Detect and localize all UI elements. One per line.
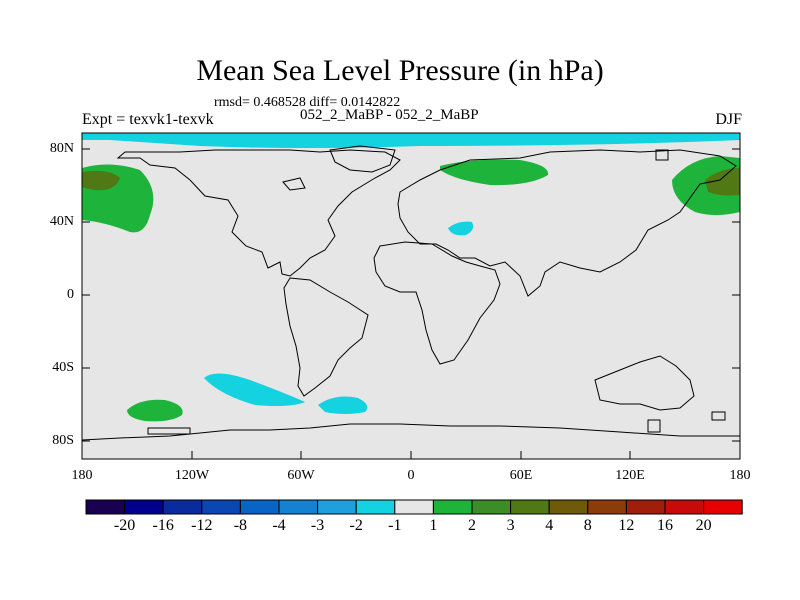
coastline-south-america [283,277,369,397]
colorbar-swatch [201,499,241,515]
colorbar-swatch [548,499,589,515]
anomaly-regions [82,133,740,422]
negative-region-southatlantic [318,396,368,414]
colorbar-label: -4 [272,517,286,534]
coastline-australia [594,355,695,411]
colorbar-label: -12 [191,517,213,534]
colorbar-swatch [278,499,319,515]
coastline-north-america [116,149,401,277]
colorbar-swatch [355,499,396,515]
x-tick-label: 180 [71,468,93,483]
colorbar-label: 20 [695,517,712,534]
colorbar-label: -20 [113,517,136,534]
page-title: Mean Sea Level Pressure (in hPa) [196,54,604,87]
colorbar-swatch [510,499,550,515]
strong-region-alaska [82,170,120,191]
colorbar-swatch [471,499,512,515]
colorbar-label: 12 [618,517,635,534]
y-tick-label: 80N [49,141,74,156]
colorbar-label: -1 [388,517,402,534]
colorbar-label: 4 [545,517,554,534]
colorbar-swatch [625,499,666,515]
map-background [82,133,740,459]
colorbar-label: 8 [583,517,592,534]
colorbar-swatch [587,499,627,515]
colorbar-swatch [162,499,203,515]
season-label: DJF [715,111,742,128]
colorbar-label: 3 [506,517,515,534]
coastline-eurasia [397,149,737,297]
colorbar-swatch [124,499,164,515]
x-tick-label: 0 [407,468,415,483]
x-tick-label: 60W [287,468,315,483]
y-tick-label: 80S [52,433,74,448]
colorbar [85,499,743,515]
x-tick-label: 120E [615,468,645,483]
x-tick-label: 180 [729,468,751,483]
y-tick-label: 40N [49,214,74,229]
x-tick-label: 60E [509,468,533,483]
colorbar-label: -2 [349,517,363,534]
experiment-subtitle: 052_2_MaBP - 052_2_MaBP [300,107,479,123]
colorbar-swatch [703,499,743,515]
negative-region-southpacific [204,373,305,406]
colorbar-label: 1 [429,517,438,534]
expt-label: Expt = texvk1-texvk [82,111,214,128]
y-tick-label: 40S [52,360,74,375]
coastline-islands [147,149,726,435]
colorbar-label: -8 [233,517,248,534]
coastline-greenland [329,145,396,173]
positive-region-siberia [440,159,549,186]
coastlines [81,145,741,460]
strong-region-nepacific [705,168,740,196]
coastline-africa [373,241,501,365]
colorbar-label: 2 [468,517,476,534]
y-tick-label: 0 [67,287,74,302]
axis-ticks [81,148,741,459]
colorbar-label: 16 [657,517,673,534]
colorbar-swatch [85,499,126,515]
colorbar-swatch [432,499,473,515]
x-tick-label: 120W [174,468,210,483]
stats-line: rmsd= 0.468528 diff= 0.0142822 [214,95,401,110]
colorbar-swatch [394,499,434,515]
colorbar-swatch [664,499,705,515]
negative-region-arctic [82,133,740,148]
colorbar-swatch [239,499,280,515]
positive-region-southpacific [127,399,183,422]
negative-region-mediterranean [448,221,474,236]
colorbar-label: -16 [152,517,174,534]
colorbar-swatch [317,499,357,515]
colorbar-label: -3 [310,517,325,534]
